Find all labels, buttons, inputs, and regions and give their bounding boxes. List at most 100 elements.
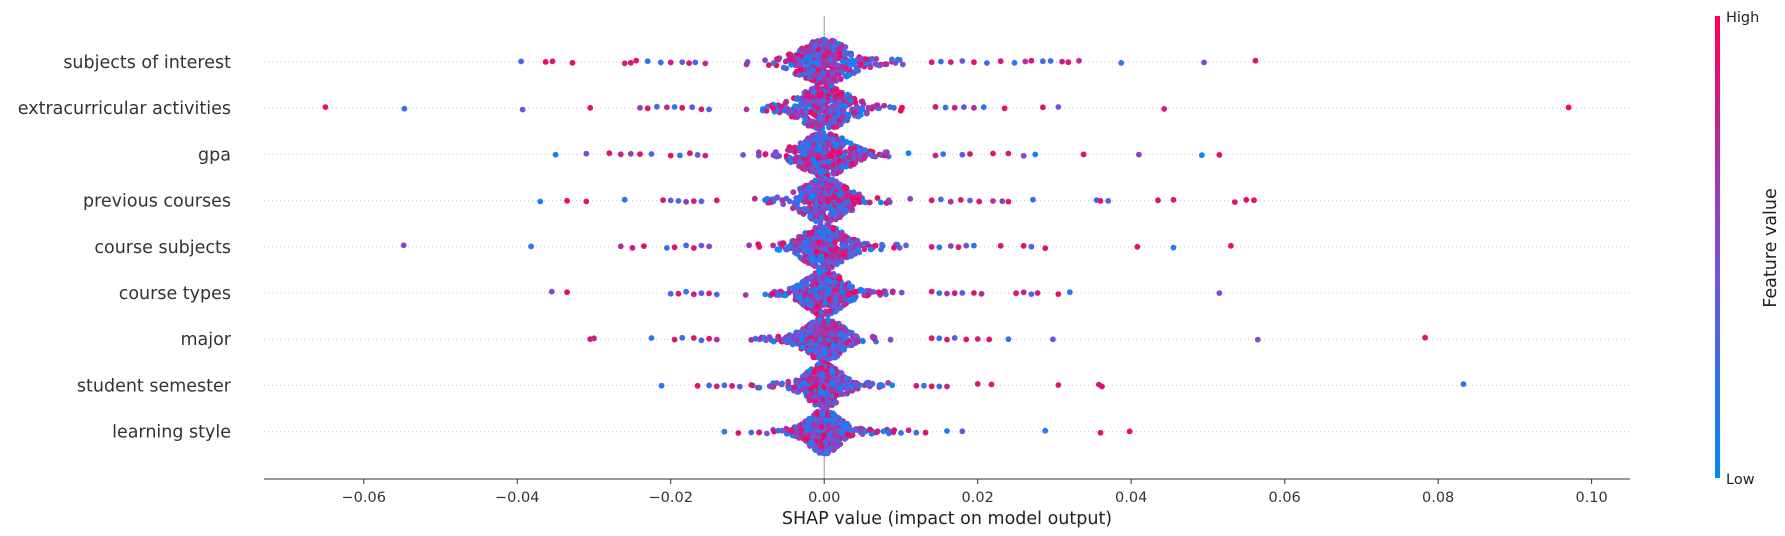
shap-point <box>861 292 868 299</box>
shap-point <box>836 421 843 427</box>
shap-point <box>1136 151 1142 158</box>
shap-point <box>811 43 818 50</box>
shap-point <box>629 245 636 251</box>
shap-point <box>846 203 853 210</box>
shap-point <box>790 237 797 244</box>
shap-point <box>796 72 803 78</box>
shap-point <box>829 253 836 260</box>
shap-point <box>818 288 825 294</box>
shap-point <box>740 152 746 158</box>
shap-point <box>832 213 838 220</box>
shap-point <box>818 424 825 430</box>
shap-point <box>795 61 802 68</box>
shap-point <box>971 104 977 111</box>
shap-point <box>823 83 830 89</box>
feature-label: course types <box>119 284 231 304</box>
shap-point <box>936 290 943 296</box>
shap-point <box>827 117 834 124</box>
shap-point <box>779 380 785 387</box>
shap-point <box>809 179 815 186</box>
shap-point <box>876 105 883 111</box>
shap-point <box>820 240 826 247</box>
shap-point <box>583 150 590 157</box>
shap-point <box>648 335 655 341</box>
shap-point <box>828 234 835 240</box>
shap-point <box>686 60 692 66</box>
shap-point <box>802 388 809 395</box>
shap-point <box>856 144 862 151</box>
shap-point <box>847 150 854 157</box>
shap-point <box>627 59 634 66</box>
shap-point <box>814 146 821 153</box>
shap-point <box>947 198 954 205</box>
shap-point <box>779 197 786 204</box>
shap-point <box>862 147 869 154</box>
shap-point <box>984 60 990 66</box>
shap-point <box>838 91 844 98</box>
shap-point <box>866 199 873 206</box>
shap-point <box>799 235 806 241</box>
shap-point <box>844 117 851 124</box>
x-tick-label: −0.02 <box>649 490 693 506</box>
shap-point <box>865 104 872 111</box>
shap-point <box>815 182 821 189</box>
shap-point <box>847 244 853 251</box>
shap-point <box>801 166 808 173</box>
shap-point <box>811 89 818 96</box>
shap-point <box>879 243 886 249</box>
shap-point <box>706 335 712 342</box>
shap-point <box>813 136 819 143</box>
shap-point <box>976 198 983 205</box>
shap-point <box>796 377 802 384</box>
shap-point <box>801 205 808 212</box>
shap-point <box>834 113 841 119</box>
shap-point <box>736 383 743 390</box>
shap-point <box>782 292 789 299</box>
shap-point <box>826 259 832 266</box>
shap-point <box>826 348 832 355</box>
shap-point <box>806 204 813 210</box>
shap-point <box>785 380 792 387</box>
shap-point <box>928 288 935 295</box>
shap-point <box>797 159 803 166</box>
feature-label: major <box>180 330 231 350</box>
shap-point <box>837 236 844 243</box>
shap-point <box>837 294 843 301</box>
shap-point <box>873 429 880 436</box>
shap-point <box>817 38 823 45</box>
shap-point <box>804 141 810 148</box>
shap-point <box>999 198 1006 205</box>
shap-point <box>828 247 835 254</box>
shap-point <box>849 251 855 258</box>
shap-point <box>743 61 750 68</box>
shap-point <box>889 56 895 63</box>
shap-point <box>821 349 828 356</box>
shap-point <box>806 397 813 404</box>
shap-point <box>827 355 834 362</box>
shap-point <box>1097 198 1104 204</box>
shap-point <box>891 104 897 111</box>
shap-point <box>844 192 850 199</box>
shap-point <box>1216 152 1223 158</box>
shap-point <box>518 58 524 65</box>
shap-point <box>842 248 849 255</box>
shap-point <box>882 149 889 156</box>
shap-point <box>978 290 985 297</box>
shap-point <box>844 91 851 98</box>
shap-point <box>833 86 840 92</box>
shap-point <box>833 178 840 185</box>
shap-point <box>805 53 812 60</box>
shap-point <box>813 248 820 255</box>
shap-point <box>832 287 838 293</box>
shap-point <box>974 336 981 342</box>
shap-point <box>832 433 839 440</box>
shap-point <box>811 368 818 375</box>
shap-point <box>827 212 834 219</box>
shap-point <box>840 107 846 114</box>
shap-point <box>840 381 846 388</box>
shap-point <box>786 285 793 292</box>
shap-point <box>664 104 670 111</box>
shap-point <box>876 289 883 296</box>
shap-point <box>637 151 643 158</box>
shap-point <box>963 242 970 249</box>
